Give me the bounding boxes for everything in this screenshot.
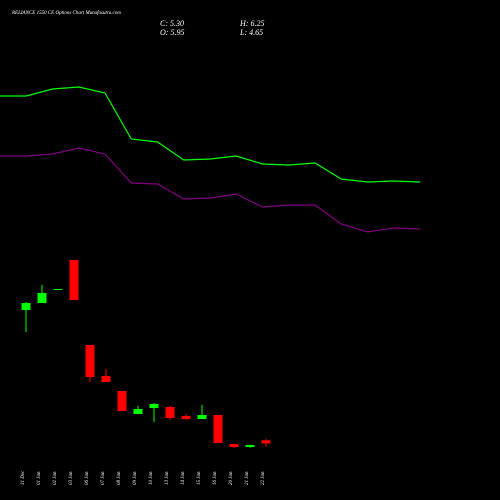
x-tick-label: 08 Jan [117, 471, 122, 485]
x-tick-label: 01 Jan [37, 471, 42, 485]
candle-body [213, 415, 223, 443]
x-tick-label: 07 Jan [101, 471, 106, 485]
x-tick-label: 16 Jan [213, 471, 218, 485]
candle-body [37, 293, 47, 303]
candle-body [85, 345, 95, 377]
x-tick-label: 13 Jan [165, 471, 170, 485]
x-tick-label: 31 Dec [21, 470, 26, 485]
indicator-line [0, 86, 421, 183]
x-tick-label: 03 Jan [69, 471, 74, 485]
candle-body [149, 404, 159, 408]
candle-body [21, 303, 31, 310]
candle-body [261, 440, 271, 444]
candle-body [197, 415, 207, 419]
candle-body [69, 260, 79, 300]
x-tick-label: 21 Jan [245, 471, 250, 485]
candle-body [133, 409, 143, 414]
indicator-line [0, 147, 421, 233]
high-label: H: 6.25 [239, 19, 264, 28]
x-tick-label: 14 Jan [181, 471, 186, 485]
close-label: C: 5.30 [160, 19, 184, 28]
x-tick-label: 02 Jan [53, 471, 58, 485]
open-label: O: 5.95 [160, 28, 184, 37]
candle-body [229, 444, 239, 447]
candle-body [101, 376, 111, 382]
x-tick-label: 09 Jan [133, 471, 138, 485]
x-tick-label: 15 Jan [197, 471, 202, 485]
candle-body [165, 407, 175, 418]
x-tick-label: 10 Jan [149, 471, 154, 485]
chart-title: RELIANCE 1550 CE Options Chart Munafasut… [11, 11, 121, 16]
x-tick-label: 06 Jan [85, 471, 90, 485]
candle-body [181, 416, 191, 419]
x-tick-label: 20 Jan [229, 471, 234, 485]
candle-body [117, 391, 127, 411]
x-tick-label: 22 Jan [261, 471, 266, 485]
candle-body [53, 289, 63, 290]
candle-body [245, 445, 255, 447]
low-label: L: 4.65 [239, 28, 263, 37]
